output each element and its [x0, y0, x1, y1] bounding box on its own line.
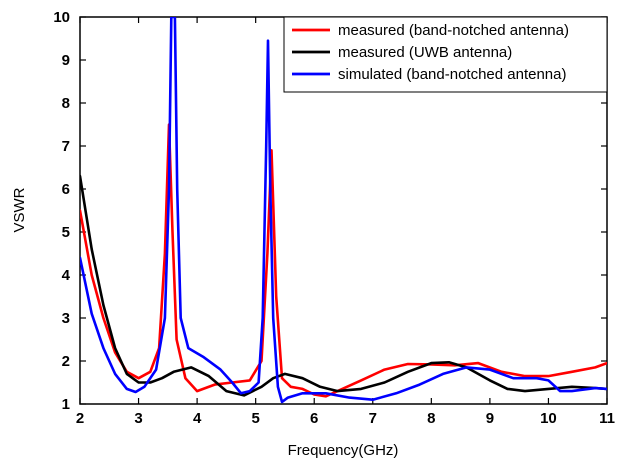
x-tick-label: 11 [599, 410, 615, 427]
y-tick-label: 6 [62, 181, 70, 198]
y-axis-label: VSWR [11, 187, 28, 232]
y-tick-label: 10 [53, 9, 70, 26]
legend: measured (band-notched antenna) measured … [283, 16, 608, 93]
y-tick-label: 1 [62, 396, 70, 413]
legend-label-1: measured (UWB antenna) [338, 44, 512, 61]
y-tick-label: 9 [62, 52, 70, 69]
series-layer [80, 17, 607, 404]
legend-box [283, 16, 608, 93]
legend-items: measured (band-notched antenna) measured … [292, 22, 569, 83]
legend-label-0: measured (band-notched antenna) [338, 22, 569, 39]
x-tick-label: 8 [427, 410, 435, 427]
series-line-1 [80, 174, 607, 397]
x-tick-label: 3 [134, 410, 142, 427]
series-line-0 [80, 123, 607, 398]
x-tick-label: 6 [310, 410, 318, 427]
x-axis-label: Frequency(GHz) [288, 442, 399, 459]
x-tick-label: 9 [486, 410, 494, 427]
y-tick-label: 4 [62, 267, 71, 284]
y-tick-label: 5 [62, 224, 70, 241]
y-tick-label: 2 [62, 353, 70, 370]
y-tick-label: 7 [62, 138, 70, 155]
x-tick-label: 10 [540, 410, 557, 427]
x-tick-label: 5 [251, 410, 259, 427]
y-tick-label: 8 [62, 95, 70, 112]
x-tick-label: 7 [369, 410, 377, 427]
legend-label-2: simulated (band-notched antenna) [338, 66, 567, 83]
y-tick-label: 3 [62, 310, 70, 327]
series-line-2 [80, 17, 607, 404]
x-tick-label: 2 [76, 410, 84, 427]
x-tick-label: 4 [193, 410, 202, 427]
